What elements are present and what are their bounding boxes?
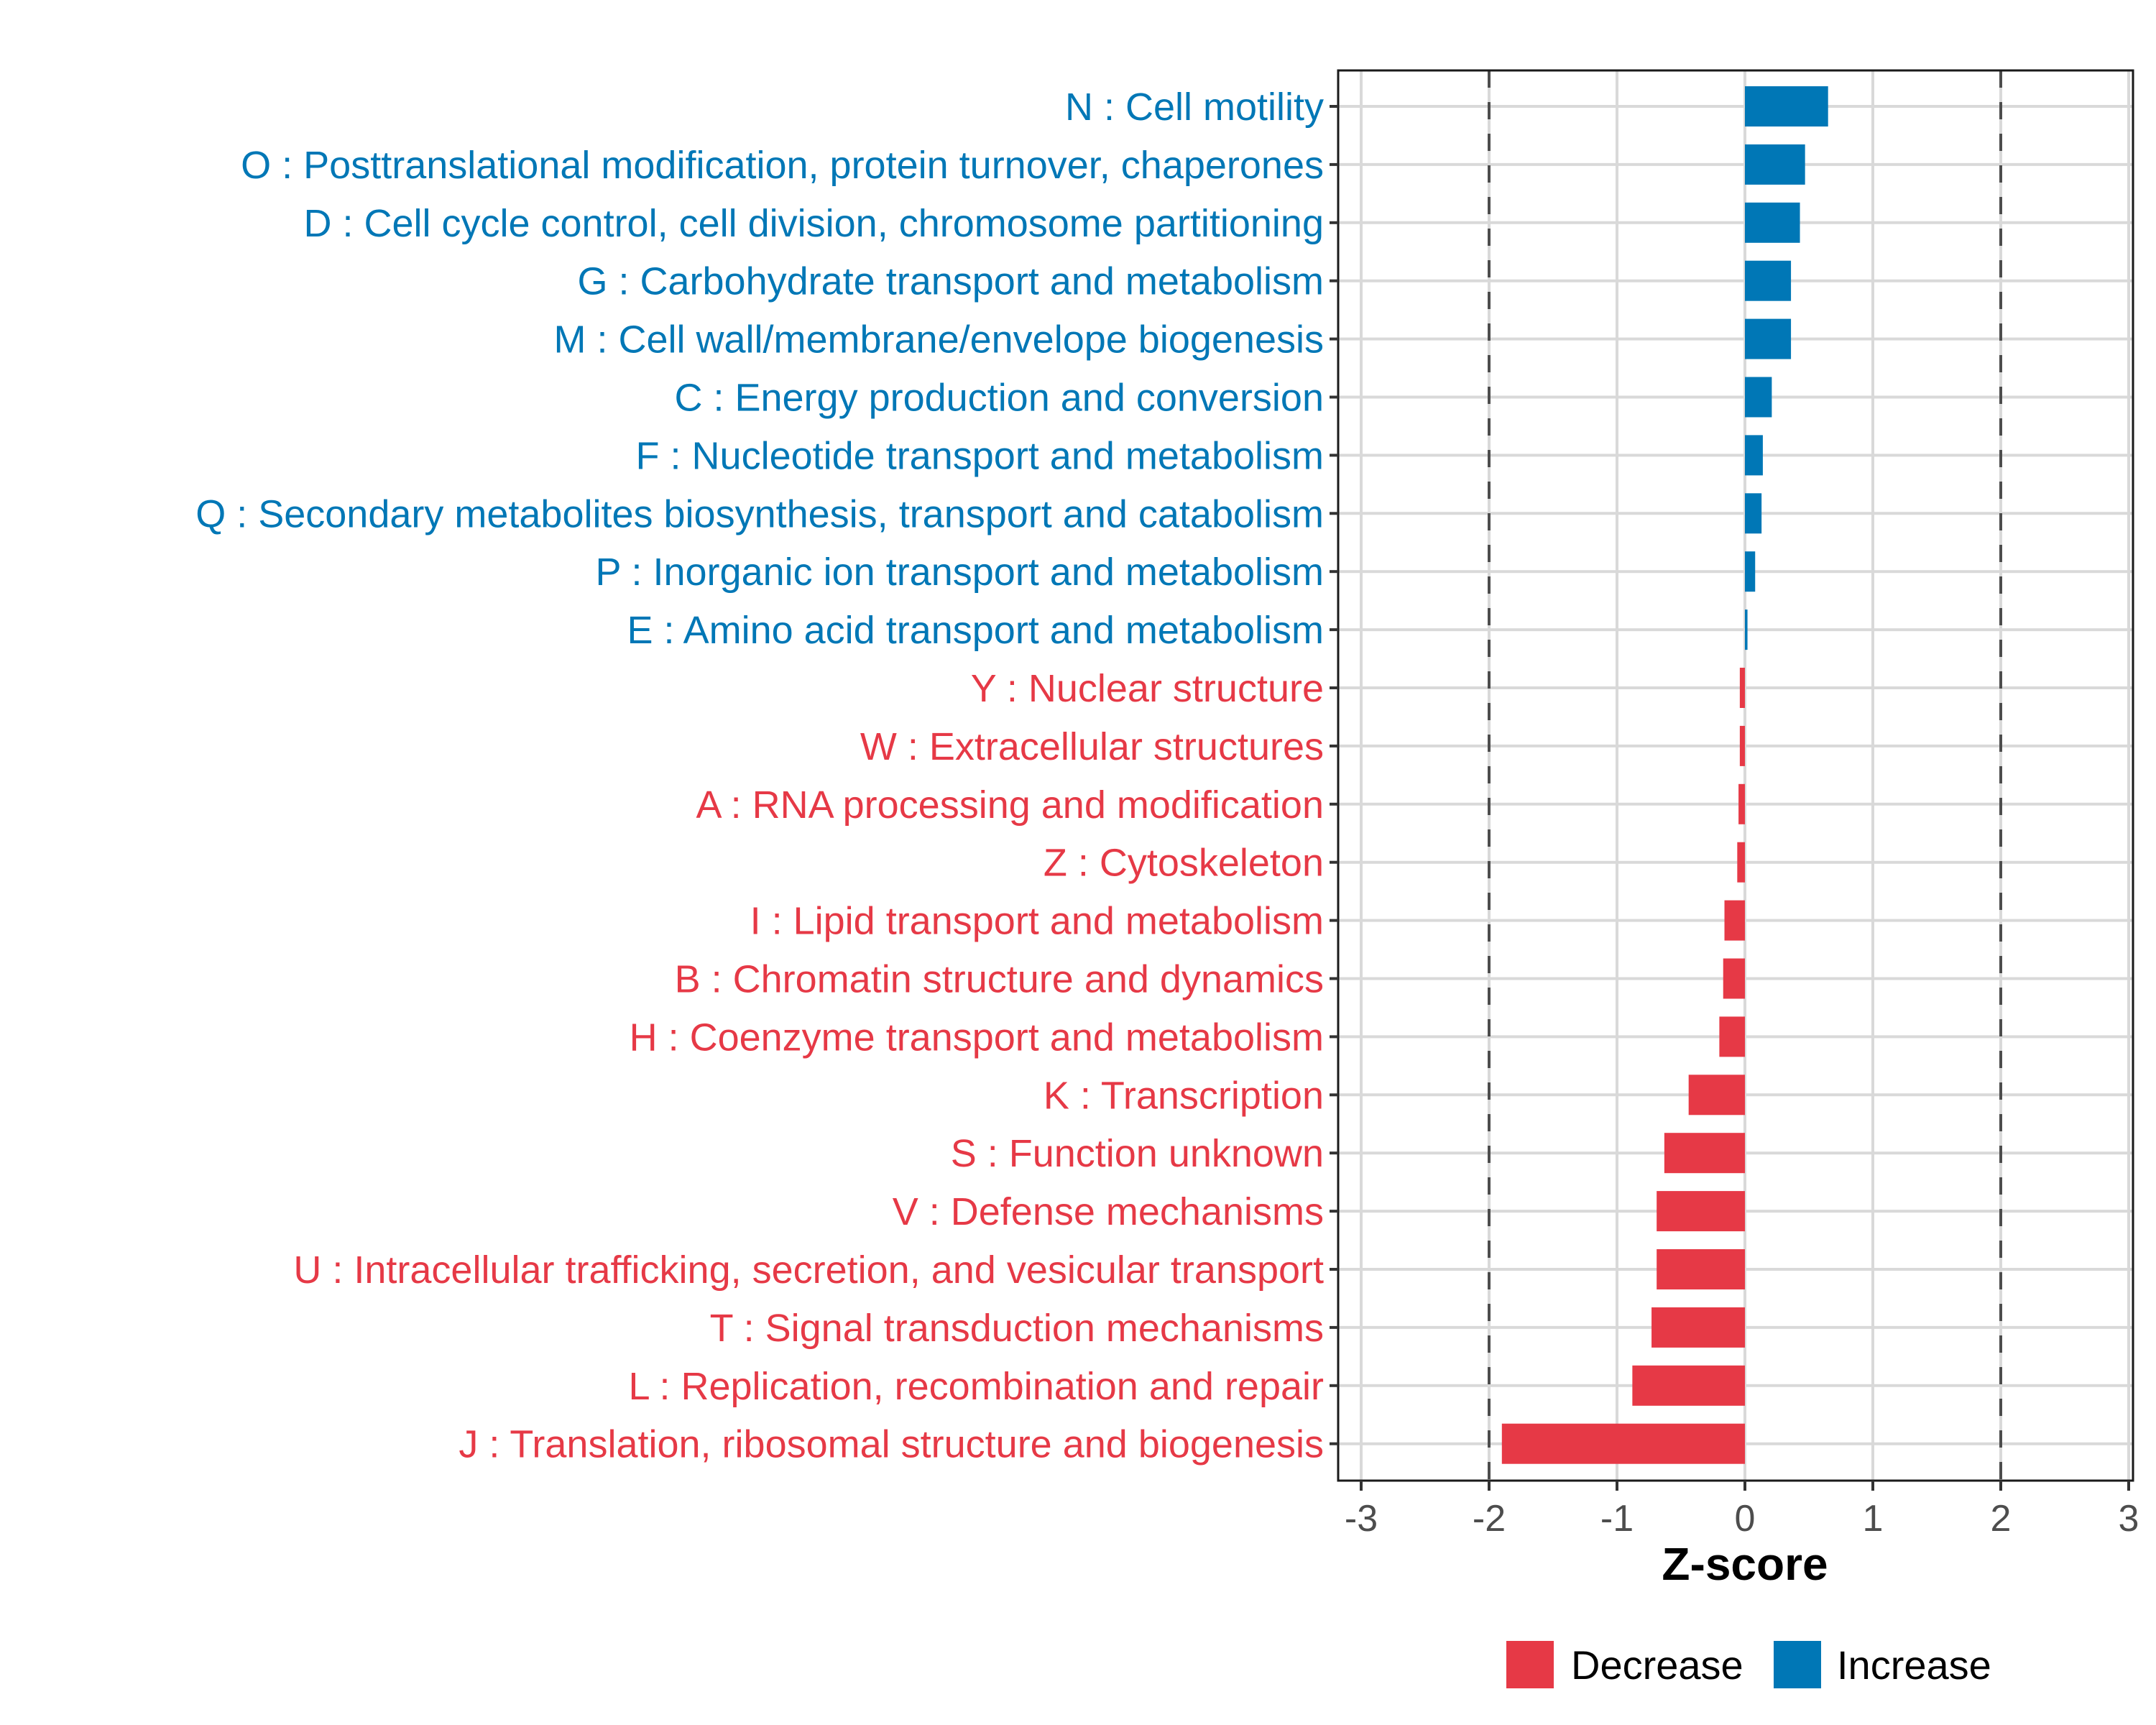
x-axis-title: Z-score	[1662, 1538, 1828, 1590]
y-tick-label: L : Replication, recombination and repai…	[628, 1365, 1324, 1408]
x-tick-label: 0	[1735, 1498, 1756, 1540]
x-tick-label: 3	[2119, 1498, 2139, 1540]
bar	[1651, 1307, 1745, 1348]
y-axis-labels: N : Cell motility O : Posttranslational m…	[195, 86, 1338, 1466]
bar	[1632, 1365, 1745, 1406]
bar	[1501, 1423, 1745, 1464]
bar	[1745, 551, 1756, 592]
bar	[1719, 1016, 1745, 1057]
x-tick-label: -1	[1600, 1498, 1634, 1540]
y-tick-label: K : Transcription	[1044, 1074, 1324, 1117]
x-tick-label: -3	[1345, 1498, 1378, 1540]
y-tick-label: I : Lipid transport and metabolism	[750, 900, 1324, 943]
bar	[1739, 668, 1745, 708]
bar	[1688, 1075, 1745, 1116]
legend-label-decrease: Decrease	[1571, 1642, 1743, 1688]
bar	[1664, 1133, 1745, 1174]
y-tick-label: D : Cell cycle control, cell division, c…	[303, 202, 1324, 245]
y-tick-label: W : Extracellular structures	[860, 725, 1324, 768]
bar	[1745, 377, 1772, 418]
y-tick-label: P : Inorganic ion transport and metaboli…	[595, 551, 1324, 594]
y-tick-label: O : Posttranslational modification, prot…	[241, 144, 1324, 187]
legend-key-increase	[1774, 1641, 1821, 1688]
panel-border	[1337, 69, 2134, 1482]
y-tick-label: N : Cell motility	[1065, 86, 1324, 129]
y-tick-label: C : Energy production and conversion	[674, 377, 1324, 420]
bar	[1657, 1249, 1745, 1289]
bar	[1745, 144, 1805, 185]
y-tick-label: Q : Secondary metabolites biosynthesis, …	[195, 492, 1324, 535]
legend-key-decrease	[1506, 1641, 1554, 1688]
y-tick-label: M : Cell wall/membrane/envelope biogenes…	[553, 318, 1324, 362]
y-tick-label: U : Intracellular trafficking, secretion…	[293, 1248, 1324, 1292]
x-tick-label: -2	[1473, 1498, 1506, 1540]
y-tick-label: F : Nucleotide transport and metabolism	[636, 434, 1324, 477]
bar	[1745, 86, 1828, 126]
y-tick-label: V : Defense mechanisms	[893, 1190, 1324, 1233]
bar	[1745, 610, 1748, 650]
y-tick-label: J : Translation, ribosomal structure and…	[459, 1423, 1324, 1466]
bar	[1657, 1191, 1745, 1232]
legend-label-increase: Increase	[1837, 1642, 1991, 1688]
bar	[1737, 842, 1745, 883]
y-tick-label: Z : Cytoskeleton	[1044, 842, 1324, 885]
y-tick-label: Y : Nuclear structure	[971, 667, 1324, 710]
y-tick-label: A : RNA processing and modification	[696, 783, 1324, 827]
y-tick-label: G : Carbohydrate transport and metabolis…	[578, 260, 1325, 303]
y-tick-label: B : Chromatin structure and dynamics	[675, 958, 1324, 1001]
bar	[1724, 900, 1745, 941]
bar	[1745, 435, 1763, 476]
y-tick-label: S : Function unknown	[951, 1132, 1324, 1175]
x-tick-label: 2	[1991, 1498, 2012, 1540]
legend: Decrease Increase	[1506, 1641, 1991, 1688]
y-tick-label: H : Coenzyme transport and metabolism	[630, 1016, 1324, 1059]
bar	[1723, 958, 1745, 999]
bar	[1738, 783, 1745, 824]
x-axis-ticks: -3 -2 -1 0 1 2 3	[1345, 1481, 2139, 1540]
bar	[1745, 318, 1792, 359]
bar	[1745, 260, 1792, 301]
x-tick-label: 1	[1863, 1498, 1884, 1540]
bar	[1745, 202, 1800, 243]
bar	[1745, 493, 1762, 534]
y-tick-label: T : Signal transduction mechanisms	[710, 1307, 1324, 1350]
bars	[1501, 86, 1828, 1464]
reference-lines	[1488, 70, 2002, 1481]
bar	[1739, 725, 1745, 766]
y-tick-label: E : Amino acid transport and metabolism	[627, 609, 1324, 652]
